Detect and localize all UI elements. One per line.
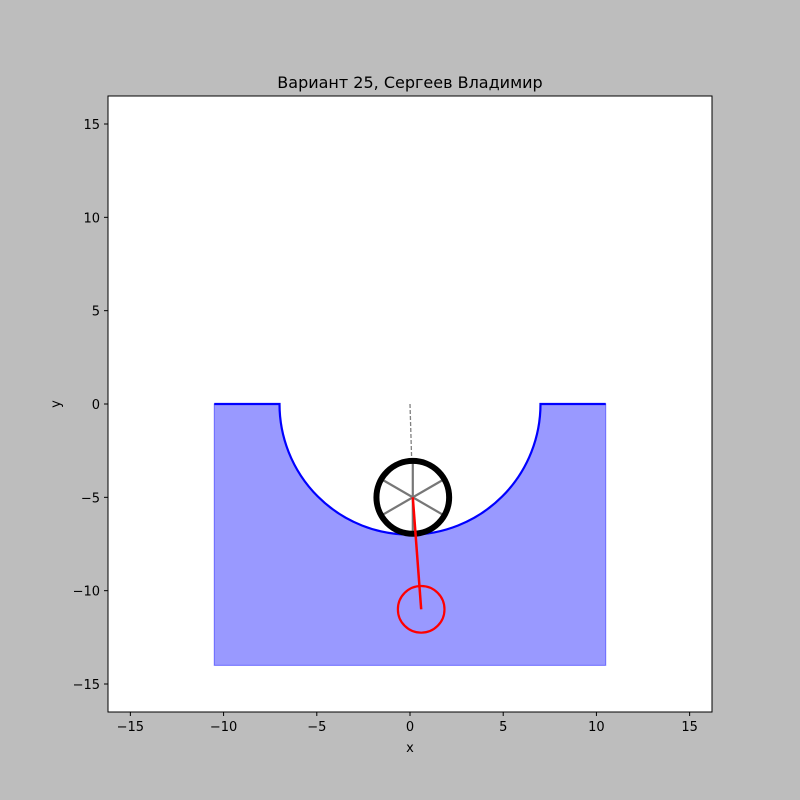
x-tick-label: −15 bbox=[117, 720, 144, 735]
x-axis-label: x bbox=[406, 741, 414, 756]
y-tick-label: 0 bbox=[92, 398, 100, 413]
x-tick-label: −10 bbox=[210, 720, 237, 735]
y-tick-label: 10 bbox=[83, 211, 100, 226]
x-tick-label: −5 bbox=[307, 720, 326, 735]
x-tick-label: 10 bbox=[588, 720, 605, 735]
x-tick-label: 0 bbox=[406, 720, 414, 735]
x-tick-label: 5 bbox=[499, 720, 507, 735]
y-axis: −15 −10 −5 0 5 10 15 bbox=[73, 118, 108, 693]
y-axis-label: y bbox=[49, 400, 64, 408]
y-tick-label: 5 bbox=[92, 305, 100, 320]
y-tick-label: −10 bbox=[73, 585, 100, 600]
plot-content bbox=[213, 402, 607, 666]
y-tick-label: 15 bbox=[83, 118, 100, 133]
pendulum-rod bbox=[411, 497, 423, 610]
y-tick-label: −15 bbox=[73, 678, 100, 693]
wheel-spoke-3 bbox=[380, 478, 445, 517]
y-tick-label: −5 bbox=[81, 491, 100, 506]
guide-line bbox=[409, 403, 414, 498]
pendulum-bob bbox=[396, 584, 446, 634]
wheel-rim bbox=[373, 457, 453, 537]
x-axis: −15 −10 −5 0 5 10 15 bbox=[117, 712, 698, 735]
chart-title: Вариант 25, Сергеев Владимир bbox=[277, 73, 542, 92]
x-tick-label: 15 bbox=[681, 720, 698, 735]
